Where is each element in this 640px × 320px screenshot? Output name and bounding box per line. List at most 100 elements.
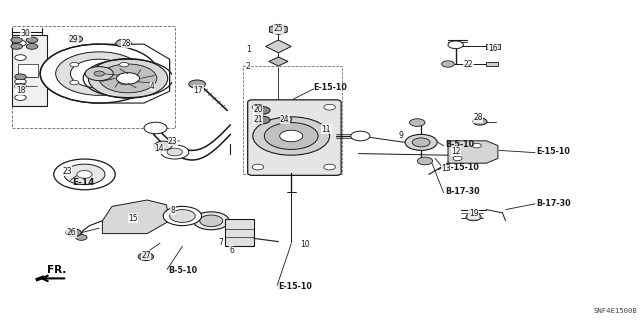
Circle shape (167, 148, 182, 156)
Text: E-15-10: E-15-10 (445, 164, 479, 172)
Circle shape (161, 145, 189, 159)
Circle shape (255, 116, 270, 124)
Text: 1: 1 (246, 45, 251, 54)
Text: 2: 2 (246, 62, 251, 71)
Polygon shape (266, 40, 291, 53)
Circle shape (15, 84, 26, 89)
Circle shape (351, 131, 370, 141)
Polygon shape (102, 200, 170, 234)
Text: E-14: E-14 (72, 178, 95, 187)
Text: 9: 9 (398, 131, 403, 140)
Circle shape (138, 253, 154, 260)
Circle shape (412, 138, 430, 147)
Circle shape (11, 44, 22, 49)
Polygon shape (269, 57, 288, 66)
Circle shape (15, 40, 26, 46)
Text: 27: 27 (141, 251, 151, 260)
Circle shape (252, 104, 264, 110)
Text: 19: 19 (468, 209, 479, 218)
Circle shape (15, 74, 26, 80)
Circle shape (280, 130, 303, 142)
Circle shape (442, 61, 454, 67)
Text: E-15-10: E-15-10 (536, 148, 570, 156)
Circle shape (163, 206, 202, 226)
Text: 24: 24 (280, 115, 290, 124)
Circle shape (15, 95, 26, 100)
Text: 10: 10 (300, 240, 310, 249)
Bar (12, 26, 175, 128)
Circle shape (88, 59, 168, 98)
Circle shape (253, 117, 330, 155)
Circle shape (26, 37, 38, 43)
Text: 20: 20 (253, 105, 263, 114)
Circle shape (324, 104, 335, 110)
Circle shape (417, 157, 433, 165)
Circle shape (448, 41, 463, 49)
Circle shape (15, 55, 26, 60)
Circle shape (116, 73, 140, 84)
Circle shape (56, 52, 143, 95)
Circle shape (193, 212, 229, 230)
Text: 13: 13 (441, 164, 451, 173)
Circle shape (264, 123, 318, 149)
Circle shape (453, 156, 462, 161)
Circle shape (64, 164, 105, 185)
Circle shape (40, 44, 158, 103)
FancyArrowPatch shape (42, 276, 65, 281)
Text: 8: 8 (170, 206, 175, 215)
Text: 14: 14 (154, 144, 164, 153)
Text: 22: 22 (464, 60, 473, 69)
Circle shape (15, 79, 26, 84)
Circle shape (120, 62, 129, 67)
Text: B-17-30: B-17-30 (445, 188, 479, 196)
Text: 7: 7 (218, 238, 223, 247)
Circle shape (466, 213, 481, 221)
FancyBboxPatch shape (248, 100, 341, 175)
Text: 28: 28 (474, 113, 483, 122)
Circle shape (68, 36, 83, 43)
Circle shape (99, 64, 157, 93)
Circle shape (11, 37, 22, 43)
Bar (243, 66, 342, 174)
Circle shape (66, 229, 81, 236)
Text: 28: 28 (122, 39, 131, 48)
Circle shape (324, 164, 335, 170)
Text: 23: 23 (168, 137, 178, 146)
Circle shape (252, 164, 264, 170)
Circle shape (405, 134, 437, 150)
Circle shape (94, 71, 104, 76)
Circle shape (170, 210, 195, 222)
Polygon shape (448, 141, 498, 163)
Circle shape (70, 59, 128, 88)
Text: 15: 15 (128, 214, 138, 223)
Text: 6: 6 (229, 246, 234, 255)
Circle shape (154, 141, 172, 150)
Circle shape (54, 159, 115, 190)
Text: B-5-10: B-5-10 (445, 140, 474, 149)
Circle shape (410, 119, 425, 126)
Text: 4: 4 (150, 82, 155, 91)
Text: B-5-10: B-5-10 (168, 266, 198, 275)
Circle shape (76, 235, 87, 240)
Text: 23: 23 (62, 167, 72, 176)
Text: 12: 12 (451, 147, 460, 156)
Text: 26: 26 (67, 228, 77, 237)
Text: FR.: FR. (47, 265, 66, 275)
Text: SNF4E1500B: SNF4E1500B (593, 308, 637, 314)
Text: 21: 21 (253, 115, 262, 124)
Bar (486, 62, 498, 66)
Text: B-17-30: B-17-30 (536, 199, 571, 208)
Text: E-15-10: E-15-10 (314, 84, 348, 92)
Circle shape (120, 80, 129, 85)
Circle shape (26, 44, 38, 49)
Circle shape (200, 215, 223, 227)
Bar (18, 64, 38, 77)
Text: 11: 11 (322, 125, 331, 134)
Text: 18: 18 (16, 86, 25, 95)
Circle shape (280, 116, 292, 122)
Circle shape (144, 122, 167, 134)
Text: 17: 17 (193, 86, 204, 95)
Circle shape (77, 171, 92, 178)
Circle shape (70, 62, 79, 67)
Circle shape (472, 143, 481, 148)
